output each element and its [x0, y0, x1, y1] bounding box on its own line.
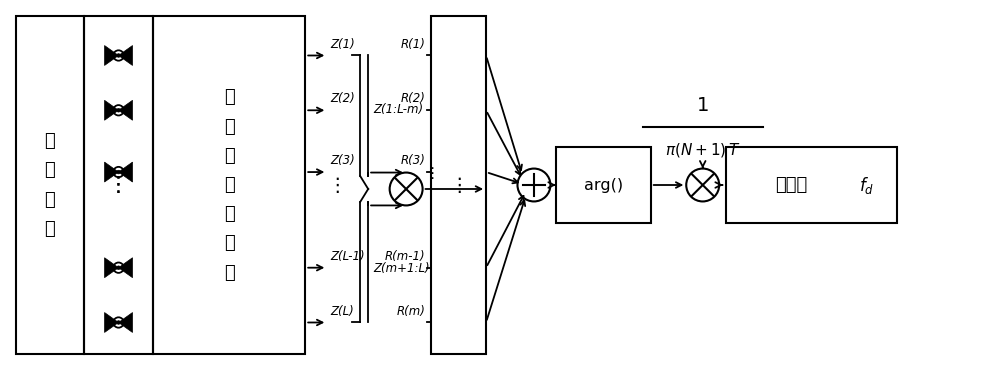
Text: 本
地
信
息
的
共
轭: 本 地 信 息 的 共 轭	[224, 88, 235, 282]
Text: ⋮: ⋮	[449, 176, 468, 194]
Text: Z(3): Z(3)	[330, 154, 355, 167]
Polygon shape	[105, 313, 119, 332]
Polygon shape	[105, 100, 119, 120]
Text: ⋮: ⋮	[108, 175, 129, 195]
Text: Z(1): Z(1)	[330, 38, 355, 50]
Text: Z(m+1:L): Z(m+1:L)	[373, 262, 430, 275]
Text: ⋮: ⋮	[327, 176, 347, 194]
Text: ⋮: ⋮	[424, 166, 439, 181]
Circle shape	[117, 321, 120, 324]
Text: R(m): R(m)	[396, 304, 425, 317]
Text: Z(L): Z(L)	[330, 304, 354, 317]
Polygon shape	[119, 46, 133, 65]
Text: R(2): R(2)	[400, 92, 425, 105]
Bar	[153, 16, 305, 354]
Polygon shape	[119, 162, 133, 182]
Text: ⋮: ⋮	[108, 175, 129, 195]
Polygon shape	[105, 46, 119, 65]
Bar	[726, 147, 897, 223]
Text: 接
收
信
号: 接 收 信 号	[44, 132, 55, 238]
Bar	[431, 16, 486, 354]
Bar	[16, 16, 84, 354]
Text: R(3): R(3)	[400, 154, 425, 167]
Text: $f_d$: $f_d$	[859, 175, 874, 195]
Circle shape	[117, 54, 120, 57]
Polygon shape	[105, 162, 119, 182]
Circle shape	[117, 266, 120, 269]
Text: 1: 1	[697, 96, 709, 115]
Polygon shape	[119, 100, 133, 120]
Polygon shape	[119, 258, 133, 278]
Bar	[84, 16, 153, 354]
Circle shape	[117, 109, 120, 112]
Text: Z(2): Z(2)	[330, 92, 355, 105]
Text: Z(1:L-m): Z(1:L-m)	[373, 103, 423, 116]
Polygon shape	[119, 313, 133, 332]
Text: Z(L-1): Z(L-1)	[330, 250, 365, 263]
Text: $\pi(N+1)\,T$: $\pi(N+1)\,T$	[665, 141, 741, 159]
Circle shape	[117, 170, 120, 174]
Bar	[556, 147, 651, 223]
Polygon shape	[105, 258, 119, 278]
Text: R(1): R(1)	[400, 38, 425, 50]
Text: arg(): arg()	[584, 178, 623, 192]
Text: R(m-1): R(m-1)	[384, 250, 425, 263]
Text: 频偏値: 频偏値	[775, 176, 807, 194]
